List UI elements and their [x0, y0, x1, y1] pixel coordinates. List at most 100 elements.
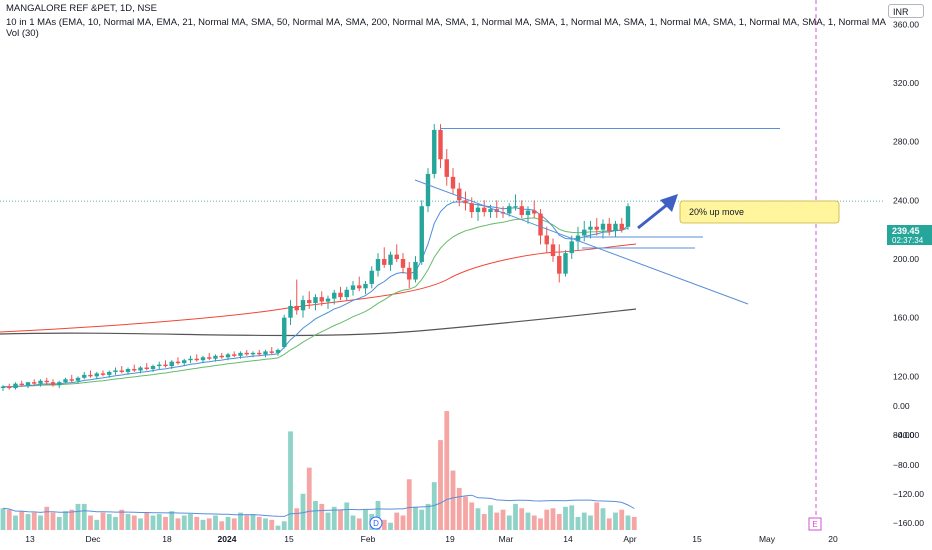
- ema21-line: [2, 217, 629, 388]
- annotation-callout-box: [679, 200, 840, 224]
- candle-body: [319, 297, 324, 302]
- volume-bar: [544, 509, 550, 530]
- candle-body: [25, 382, 31, 386]
- volume-bar: [219, 521, 225, 530]
- candle-body: [413, 261, 418, 280]
- volume-bar: [263, 518, 268, 530]
- candle-body: [332, 292, 337, 299]
- price-tick-label: 200.00: [893, 254, 919, 264]
- candle-body: [200, 357, 206, 361]
- candle-body: [469, 203, 474, 213]
- volume-bar: [431, 482, 437, 530]
- price-tick-label: 160.00: [893, 313, 919, 323]
- candle-body: [113, 370, 118, 372]
- candle-body: [300, 300, 306, 311]
- volume-bar: [506, 515, 512, 530]
- candle-body: [119, 370, 124, 372]
- volume-bar: [275, 525, 281, 530]
- volume-bar: [519, 508, 525, 530]
- candle-body: [150, 366, 156, 370]
- time-tick-label: Apr: [623, 534, 636, 544]
- volume-bar: [500, 509, 506, 530]
- volume-bar: [156, 514, 162, 530]
- time-tick-label: Mar: [499, 534, 514, 544]
- volume-bar: [319, 503, 325, 530]
- volume-bar: [206, 518, 212, 530]
- volume-bar: [356, 518, 362, 530]
- volume-bar: [131, 515, 137, 530]
- candle-body: [132, 369, 137, 371]
- volume-bar: [313, 501, 318, 530]
- candle-body: [519, 206, 524, 215]
- volume-bar: [19, 511, 25, 530]
- time-tick-label: 15: [692, 534, 702, 544]
- volume-bar: [250, 514, 256, 530]
- candle-body: [107, 371, 112, 375]
- volume-bar: [406, 479, 412, 530]
- volume-bar: [163, 516, 168, 530]
- candle-body: [594, 226, 599, 230]
- volume-bar: [13, 515, 18, 530]
- volume-bar: [481, 514, 487, 530]
- candle-body: [44, 380, 49, 383]
- earnings-marker-label: E: [812, 520, 817, 529]
- volume-bar: [344, 502, 350, 530]
- volume-bar: [150, 515, 156, 530]
- candle-body: [288, 305, 293, 318]
- volume-bar: [56, 516, 62, 530]
- dividend-marker: [369, 516, 383, 530]
- time-tick-label: Dec: [85, 534, 101, 544]
- candle-body: [82, 374, 87, 378]
- volume-indicator-legend[interactable]: Vol (30): [6, 28, 39, 39]
- candle-body: [19, 383, 24, 386]
- volume-bar: [556, 514, 562, 530]
- volume-bar: [75, 503, 81, 530]
- volume-bar: [138, 518, 143, 530]
- volume-tick-label: −40.00: [893, 430, 920, 440]
- volume-bar: [88, 515, 93, 530]
- candle-body: [0, 386, 6, 389]
- price-tick-label: 240.00: [893, 195, 919, 205]
- volume-bar: [119, 509, 125, 530]
- time-tick-label: 18: [162, 534, 172, 544]
- candle-body: [88, 374, 93, 377]
- volume-bar: [175, 518, 181, 530]
- volume-bar: [575, 516, 581, 530]
- candle-body: [482, 207, 487, 213]
- currency-label[interactable]: INR: [888, 4, 924, 18]
- candle-body: [94, 373, 99, 377]
- last-price-tag: [887, 225, 932, 245]
- volume-bar: [238, 512, 243, 530]
- price-tick-label: 80.00: [893, 430, 915, 440]
- candle-body: [213, 355, 218, 359]
- volume-bar: [188, 514, 193, 530]
- volume-bar: [581, 512, 587, 530]
- volume-bar: [413, 506, 418, 530]
- candle-body: [138, 367, 143, 371]
- price-tick-label: 360.00: [893, 19, 919, 29]
- time-tick-label: Feb: [361, 534, 376, 544]
- candle-body: [400, 259, 406, 268]
- volume-bar: [463, 496, 468, 530]
- candle-body: [163, 364, 168, 367]
- time-tick-label: May: [759, 534, 776, 544]
- volume-bar: [469, 502, 475, 530]
- time-tick-label: 13: [25, 534, 35, 544]
- volume-bar: [306, 467, 312, 530]
- candle-body: [7, 386, 12, 389]
- volume-bar: [588, 515, 593, 530]
- volume-bar: [125, 514, 131, 530]
- candle-body: [144, 367, 149, 370]
- ma-indicator-legend[interactable]: 10 in 1 MAs (EMA, 10, Normal MA, EMA, 21…: [6, 17, 886, 28]
- candle-body: [425, 173, 431, 207]
- volume-bar: [631, 516, 637, 530]
- target-arrow-shaft: [637, 202, 669, 230]
- candle-body: [394, 254, 399, 259]
- volume-bar: [256, 516, 262, 530]
- candle-body: [244, 352, 249, 355]
- volume-bar: [375, 501, 381, 530]
- volume-bar: [550, 508, 556, 530]
- candle-body: [250, 352, 256, 355]
- volume-bar: [69, 509, 75, 530]
